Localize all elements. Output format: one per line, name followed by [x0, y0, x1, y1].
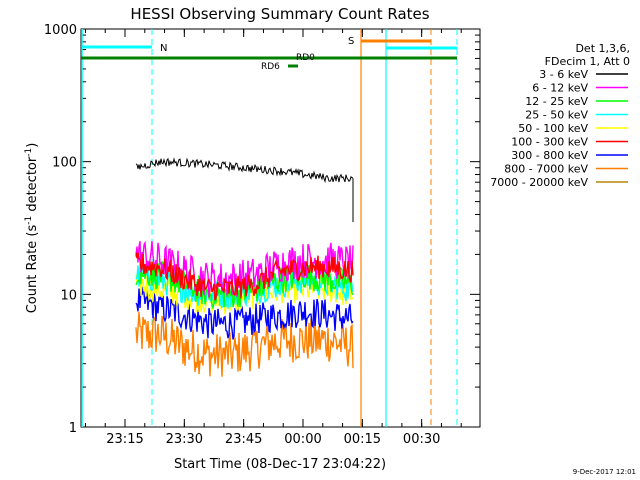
legend-label: 7000 - 20000 keV — [490, 176, 588, 189]
plot-frame — [80, 28, 481, 428]
legend-label: 800 - 7000 keV — [504, 163, 588, 176]
data-series — [135, 157, 354, 377]
series-line — [135, 311, 354, 377]
y-axis-label-sup1: -1 — [24, 216, 34, 225]
event-vertical-lines — [81, 29, 458, 427]
y-tick-label: 1 — [69, 421, 77, 436]
x-tick-label: 23:30 — [166, 432, 203, 447]
y-axis-label-mid: detector — [25, 156, 40, 216]
axis-ticks: 23:15 23:30 23:45 00:00 00:15 00:30 1 10 100 1000 — [44, 23, 480, 447]
legend-label: 25 - 50 keV — [525, 109, 588, 122]
x-tick-label: 23:15 — [106, 432, 143, 447]
legend-label: 6 - 12 keV — [532, 82, 588, 95]
series-line — [135, 157, 354, 184]
series-line — [135, 252, 354, 301]
chart-title: HESSI Observing Summary Count Rates — [130, 5, 429, 23]
x-tick-label: 00:00 — [284, 432, 321, 447]
legend-header-1: Det 1,3,6, — [575, 42, 630, 55]
flag-label-n: N — [160, 43, 167, 54]
y-axis-label-end: ) — [25, 143, 40, 148]
flag-label-rd6: RD6 — [261, 62, 280, 72]
y-axis-label-sup2: -1 — [24, 148, 34, 157]
flag-label-s: S — [348, 36, 354, 47]
y-axis-label: Count Rate (s-1 detector-1) — [24, 143, 40, 314]
date-stamp: 9-Dec-2017 12:01 — [573, 468, 636, 476]
series-line — [135, 286, 354, 340]
legend-header-2: FDecim 1, Att 0 — [545, 55, 630, 68]
flag-label-rd0: RD0 — [296, 53, 315, 63]
y-tick-label: 1000 — [44, 23, 77, 38]
x-tick-label: 23:45 — [225, 432, 262, 447]
legend-label: 100 - 300 keV — [511, 136, 588, 149]
legend-label: 12 - 25 keV — [525, 95, 588, 108]
legend-label: 300 - 800 keV — [511, 149, 588, 162]
y-axis-label-main: Count Rate (s — [25, 225, 40, 314]
legend-label: 3 - 6 keV — [539, 68, 588, 81]
x-tick-label: 00:30 — [403, 432, 440, 447]
y-tick-label: 100 — [52, 156, 77, 171]
observing-flag-bars: N S RD0 RD6 — [81, 36, 457, 72]
x-tick-label: 00:15 — [344, 432, 381, 447]
legend-label: 50 - 100 keV — [518, 122, 588, 135]
x-axis-label: Start Time (08-Dec-17 23:04:22) — [174, 457, 386, 472]
y-tick-label: 10 — [60, 288, 77, 303]
